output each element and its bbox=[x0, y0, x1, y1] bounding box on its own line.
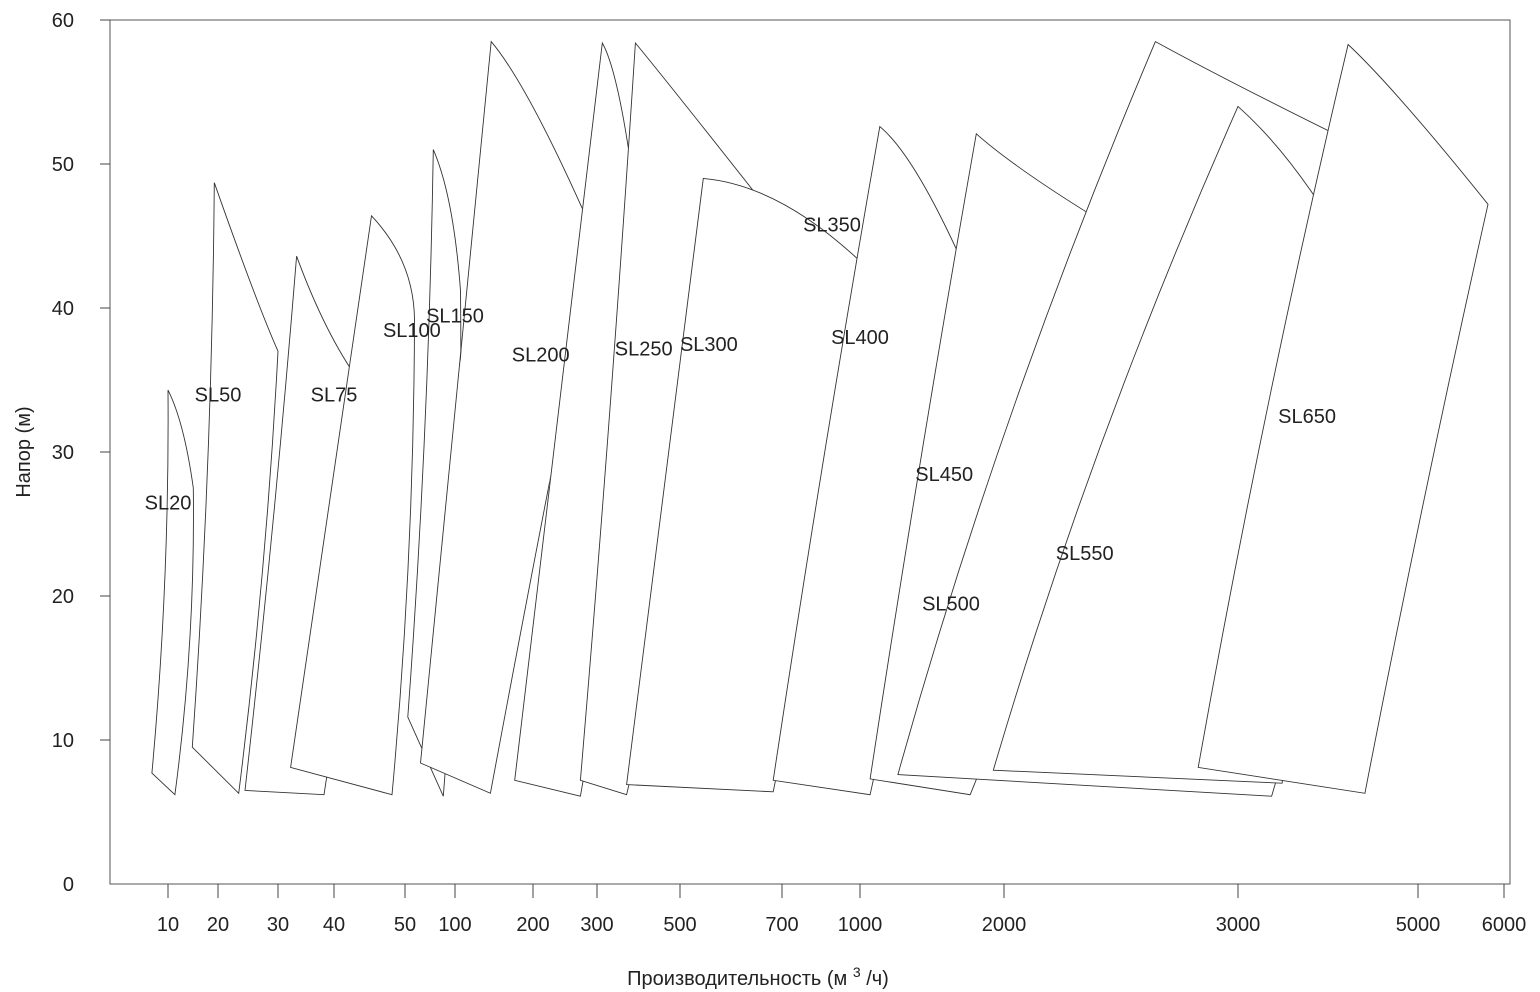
y-tick-label-40: 40 bbox=[52, 298, 74, 320]
x-tick-label-300: 300 bbox=[580, 914, 613, 936]
y-tick-label-0: 0 bbox=[63, 874, 74, 896]
region-sl50 bbox=[191, 182, 279, 795]
y-tick-label-60: 60 bbox=[52, 10, 74, 32]
y-axis: 0 10 20 30 40 50 60 bbox=[52, 10, 110, 896]
region-label-sl450: SL450 bbox=[915, 464, 973, 486]
x-tick-label-50: 50 bbox=[394, 914, 416, 936]
y-tick-label-50: 50 bbox=[52, 154, 74, 176]
y-axis-title: Напор (м) bbox=[13, 406, 35, 497]
x-axis-title-tail: /ч) bbox=[866, 968, 889, 990]
region-label-sl350: SL350 bbox=[803, 215, 861, 237]
x-axis-title: Производительность (м 3 /ч) bbox=[627, 964, 889, 990]
region-label-sl50: SL50 bbox=[195, 385, 242, 407]
x-tick-label-500: 500 bbox=[663, 914, 696, 936]
region-label-sl650: SL650 bbox=[1278, 406, 1336, 428]
x-axis-title-main: Производительность (м bbox=[627, 968, 847, 990]
region-label-sl300: SL300 bbox=[680, 334, 738, 356]
x-tick-label-40: 40 bbox=[323, 914, 345, 936]
region-label-sl500: SL500 bbox=[922, 593, 980, 615]
region-label-sl550: SL550 bbox=[1056, 543, 1114, 565]
region-label-sl400: SL400 bbox=[831, 327, 889, 349]
y-tick-label-30: 30 bbox=[52, 442, 74, 464]
x-axis-title-sup: 3 bbox=[853, 964, 861, 980]
x-tick-label-10: 10 bbox=[157, 914, 179, 936]
region-label-sl200: SL200 bbox=[512, 344, 570, 366]
region-sl650 bbox=[1197, 43, 1489, 794]
x-tick-label-20: 20 bbox=[207, 914, 229, 936]
region-label-sl20: SL20 bbox=[145, 493, 192, 515]
region-sl100 bbox=[290, 214, 415, 796]
region-label-sl250: SL250 bbox=[615, 339, 673, 361]
x-tick-label-30: 30 bbox=[267, 914, 289, 936]
region-label-sl150: SL150 bbox=[426, 305, 484, 327]
x-tick-label-3000: 3000 bbox=[1216, 914, 1261, 936]
y-tick-label-20: 20 bbox=[52, 586, 74, 608]
region-label-sl100: SL100 bbox=[383, 320, 441, 342]
x-tick-label-5000: 5000 bbox=[1396, 914, 1441, 936]
x-tick-label-6000: 6000 bbox=[1482, 914, 1527, 936]
x-axis: 10 20 30 40 50 100 200 300 500 700 1000 2000 3000 500… bbox=[157, 884, 1526, 936]
region-label-sl75: SL75 bbox=[311, 385, 358, 407]
x-tick-label-2000: 2000 bbox=[982, 914, 1027, 936]
x-tick-label-200: 200 bbox=[516, 914, 549, 936]
x-tick-label-700: 700 bbox=[765, 914, 798, 936]
x-tick-label-1000: 1000 bbox=[838, 914, 883, 936]
x-tick-label-100: 100 bbox=[438, 914, 471, 936]
region-sl20 bbox=[151, 389, 194, 796]
y-tick-label-10: 10 bbox=[52, 730, 74, 752]
